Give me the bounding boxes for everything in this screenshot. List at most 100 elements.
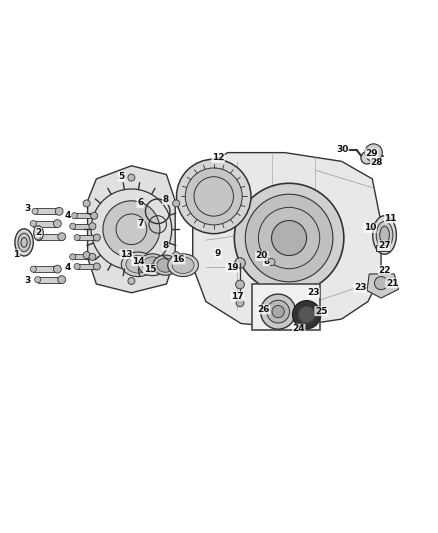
Ellipse shape xyxy=(34,226,43,241)
Text: 24: 24 xyxy=(293,324,305,333)
Ellipse shape xyxy=(15,229,33,256)
Circle shape xyxy=(173,200,180,207)
Text: 9: 9 xyxy=(215,249,221,258)
Circle shape xyxy=(74,263,80,270)
Polygon shape xyxy=(88,166,175,293)
Ellipse shape xyxy=(18,233,30,252)
Text: 6: 6 xyxy=(137,198,143,207)
Circle shape xyxy=(70,223,76,229)
Circle shape xyxy=(83,200,90,207)
Text: 14: 14 xyxy=(132,257,144,266)
Circle shape xyxy=(89,253,96,260)
Text: 29: 29 xyxy=(365,149,378,158)
Polygon shape xyxy=(193,152,381,328)
Circle shape xyxy=(293,301,321,329)
Ellipse shape xyxy=(373,216,396,254)
Circle shape xyxy=(261,294,296,329)
Text: 17: 17 xyxy=(231,292,244,301)
Bar xyxy=(74,213,94,219)
Text: 27: 27 xyxy=(378,241,391,250)
Text: 11: 11 xyxy=(385,214,397,223)
Circle shape xyxy=(371,152,379,160)
Text: 23: 23 xyxy=(307,288,319,297)
Text: 8: 8 xyxy=(162,196,169,205)
Text: 30: 30 xyxy=(336,144,349,154)
Circle shape xyxy=(58,233,66,241)
Circle shape xyxy=(374,277,388,290)
Text: 12: 12 xyxy=(212,154,224,163)
Bar xyxy=(38,277,62,282)
Circle shape xyxy=(55,207,63,215)
Circle shape xyxy=(71,213,78,219)
Text: 8: 8 xyxy=(162,241,169,250)
Ellipse shape xyxy=(121,252,155,277)
Text: 13: 13 xyxy=(120,250,132,259)
Circle shape xyxy=(173,252,180,259)
Text: 26: 26 xyxy=(258,305,270,314)
Circle shape xyxy=(234,183,344,293)
Text: 5: 5 xyxy=(119,172,125,181)
Bar xyxy=(252,284,320,329)
Text: 3: 3 xyxy=(24,276,30,285)
Circle shape xyxy=(272,305,284,318)
Ellipse shape xyxy=(168,254,198,277)
Ellipse shape xyxy=(138,254,166,276)
Circle shape xyxy=(267,300,290,323)
Bar xyxy=(33,266,57,272)
Circle shape xyxy=(185,168,242,225)
Circle shape xyxy=(236,299,244,307)
Circle shape xyxy=(103,201,160,258)
Circle shape xyxy=(177,159,251,233)
Circle shape xyxy=(83,252,90,259)
Circle shape xyxy=(298,306,315,323)
Circle shape xyxy=(268,259,275,265)
Ellipse shape xyxy=(172,257,194,273)
Bar xyxy=(33,221,57,227)
Text: 23: 23 xyxy=(354,283,366,292)
Circle shape xyxy=(93,234,100,241)
Circle shape xyxy=(35,233,41,240)
Circle shape xyxy=(235,258,245,268)
Text: 10: 10 xyxy=(364,223,376,232)
Bar xyxy=(77,235,97,240)
Text: 4: 4 xyxy=(65,211,71,220)
Bar xyxy=(376,245,390,251)
Bar xyxy=(35,208,59,214)
Text: 28: 28 xyxy=(371,158,383,167)
Circle shape xyxy=(128,278,135,285)
Circle shape xyxy=(245,194,333,282)
Text: 16: 16 xyxy=(173,255,185,264)
Circle shape xyxy=(53,265,61,273)
Circle shape xyxy=(30,266,36,272)
Text: 8: 8 xyxy=(263,257,269,266)
Ellipse shape xyxy=(157,258,174,272)
Text: 2: 2 xyxy=(35,228,42,237)
Circle shape xyxy=(35,277,41,282)
Text: 25: 25 xyxy=(315,306,327,316)
Bar xyxy=(77,264,97,269)
Text: 1: 1 xyxy=(14,250,20,259)
Circle shape xyxy=(53,220,61,228)
Text: 15: 15 xyxy=(144,264,156,273)
Circle shape xyxy=(236,280,244,289)
Polygon shape xyxy=(367,274,399,298)
Ellipse shape xyxy=(126,255,150,273)
Text: 20: 20 xyxy=(256,252,268,261)
Circle shape xyxy=(74,235,80,241)
Circle shape xyxy=(361,152,373,164)
Circle shape xyxy=(128,174,135,181)
Circle shape xyxy=(91,212,98,219)
Text: 7: 7 xyxy=(138,219,144,228)
Ellipse shape xyxy=(142,257,162,273)
Bar xyxy=(73,223,92,229)
Circle shape xyxy=(70,254,76,260)
Circle shape xyxy=(32,208,38,214)
Circle shape xyxy=(58,276,66,284)
Text: 22: 22 xyxy=(378,265,391,274)
Circle shape xyxy=(272,221,307,255)
Circle shape xyxy=(30,221,36,227)
Text: 4: 4 xyxy=(65,263,71,272)
Bar xyxy=(73,254,92,260)
Circle shape xyxy=(365,144,382,161)
Ellipse shape xyxy=(153,255,178,275)
